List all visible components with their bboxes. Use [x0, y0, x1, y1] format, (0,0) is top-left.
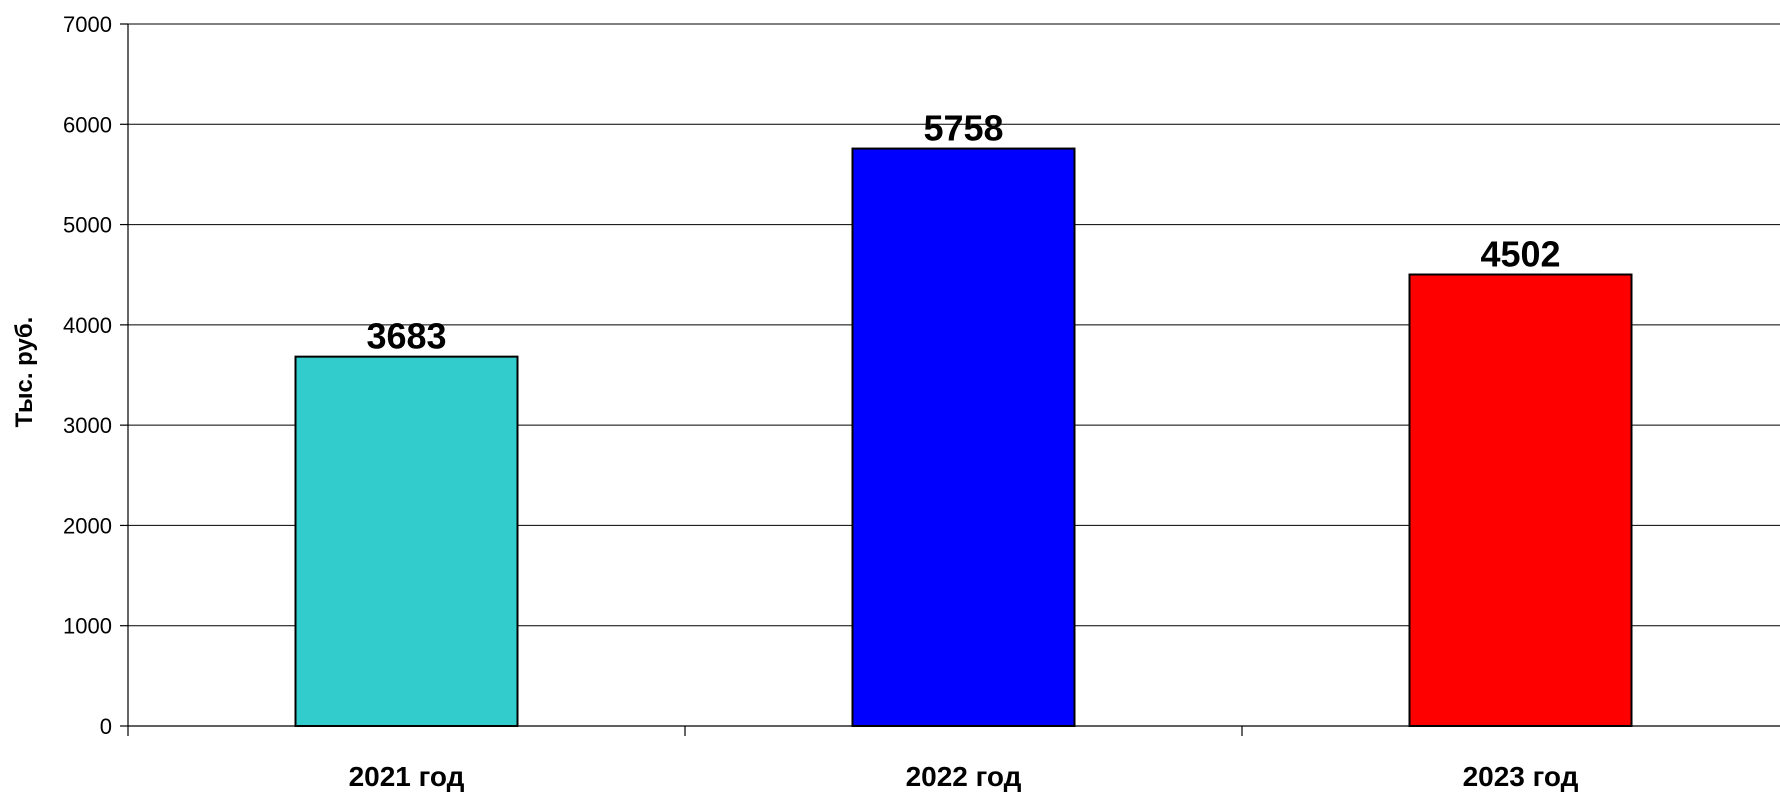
y-tick-label: 4000: [63, 313, 112, 338]
y-axis: 0 1000 2000 3000 4000 5000 6000 7000: [63, 12, 129, 739]
data-labels: 3683 5758 4502: [366, 108, 1560, 357]
y-axis-title: Тыс. руб.: [11, 317, 38, 428]
y-tick-label: 2000: [63, 513, 112, 538]
y-tick-label: 6000: [63, 112, 112, 137]
data-label: 5758: [923, 108, 1003, 149]
y-tick-label: 1000: [63, 614, 112, 639]
y-tick-label: 3000: [63, 413, 112, 438]
y-tick-label: 0: [100, 714, 112, 739]
bar: [294, 355, 519, 727]
x-tick-label: 2023 год: [1463, 761, 1579, 792]
x-axis: 2021 год 2022 год 2023 год: [127, 725, 1780, 792]
data-label: 3683: [366, 316, 446, 357]
bar: [1408, 273, 1633, 727]
bars: [294, 147, 1633, 727]
data-label: 4502: [1480, 234, 1560, 275]
y-tick-label: 7000: [63, 12, 112, 37]
bar: [851, 147, 1076, 727]
x-tick-label: 2022 год: [906, 761, 1022, 792]
x-tick-label: 2021 год: [349, 761, 465, 792]
y-tick-label: 5000: [63, 213, 112, 238]
